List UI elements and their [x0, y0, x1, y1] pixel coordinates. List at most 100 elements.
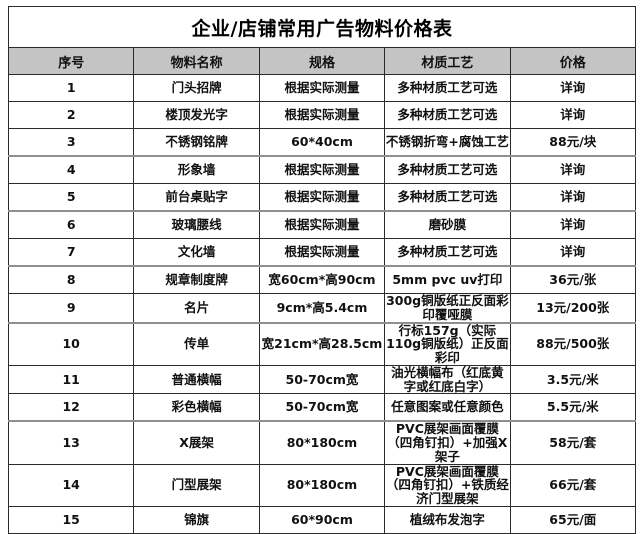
- column-header-material: 材质工艺: [384, 47, 511, 75]
- price-table-body: 企业/店铺常用广告物料价格表 序号 物料名称 规格 材质工艺 价格 1 门头招牌根…: [7, 6, 637, 534]
- cell-price: 详询: [509, 155, 637, 184]
- cell-material-process: 多种材质工艺可选: [384, 101, 511, 129]
- table-title-row: 企业/店铺常用广告物料价格表: [8, 6, 636, 48]
- cell-material-process: PVC展架画面覆膜（四角钉扣）+加强X架子: [384, 420, 511, 465]
- cell-spec: 80*180cm: [258, 463, 386, 507]
- table-row: 5 前台桌贴字 根据实际测量 多种材质工艺可选 详询: [7, 183, 637, 212]
- cell-material-name: 前台桌贴字: [133, 183, 260, 212]
- cell-material-name: 楼顶发光字: [133, 101, 260, 129]
- cell-material-name: 普通横幅: [133, 364, 260, 395]
- table-row: 9 名片 9cm*高5.4cm 300g铜版纸正反面彩印覆哑膜 13元/200张: [7, 293, 637, 323]
- cell-spec: 根据实际测量: [258, 183, 386, 212]
- cell-material-process: 油光横幅布（红底黄字或红底白字）: [384, 364, 511, 395]
- cell-material-process: 不锈钢折弯+腐蚀工艺: [384, 128, 511, 157]
- cell-price: 详询: [509, 101, 637, 129]
- cell-price: 36元/张: [509, 265, 637, 294]
- cell-price: 88元/块: [509, 128, 637, 157]
- table-row: 3 不锈钢铭牌 60*40cm 不锈钢折弯+腐蚀工艺 88元/块: [7, 128, 637, 157]
- cell-material-name: 玻璃腰线: [133, 210, 260, 239]
- cell-price: 详询: [509, 74, 637, 102]
- cell-spec: 50-70cm宽: [258, 364, 386, 395]
- cell-material-name: 文化墙: [133, 238, 260, 267]
- table-row: 12 彩色横幅 50-70cm宽 任意图案或任意颜色 5.5元/米: [7, 393, 637, 422]
- cell-material-process: 5mm pvc uv打印: [384, 265, 511, 294]
- table-header-row: 序号 物料名称 规格 材质工艺 价格: [7, 47, 637, 75]
- table-row: 11 普通横幅 50-70cm宽 油光横幅布（红底黄字或红底白字） 3.5元/米: [7, 364, 637, 395]
- cell-price: 详询: [509, 238, 637, 267]
- cell-material-process: 多种材质工艺可选: [384, 238, 511, 267]
- cell-material-name: 门头招牌: [133, 74, 260, 102]
- cell-spec: 50-70cm宽: [258, 393, 386, 422]
- cell-spec: 80*180cm: [258, 420, 386, 465]
- cell-spec: 根据实际测量: [258, 238, 386, 267]
- cell-spec: 60*40cm: [258, 128, 386, 157]
- cell-material-name: X展架: [133, 420, 260, 465]
- cell-price: 详询: [509, 210, 637, 239]
- cell-material-name: 形象墙: [133, 155, 260, 184]
- cell-material-process: 行标157g（实际110g铜版纸）正反面彩印: [384, 321, 511, 366]
- table-row: 10 传单 宽21cm*高28.5cm 行标157g（实际110g铜版纸）正反面彩印 8…: [7, 321, 637, 366]
- cell-index: 12: [7, 393, 135, 422]
- cell-material-process: 多种材质工艺可选: [384, 155, 511, 184]
- cell-index: 11: [7, 364, 135, 395]
- cell-price: 65元/面: [509, 505, 637, 534]
- cell-material-name: 传单: [133, 321, 260, 366]
- cell-material-process: 任意图案或任意颜色: [384, 393, 511, 422]
- cell-index: 10: [7, 321, 135, 366]
- cell-index: 1: [7, 74, 135, 102]
- cell-spec: 60*90cm: [258, 505, 386, 534]
- cell-price: 66元/套: [509, 463, 637, 507]
- cell-price: 详询: [509, 183, 637, 212]
- cell-material-process: 300g铜版纸正反面彩印覆哑膜: [384, 293, 511, 323]
- cell-index: 9: [7, 293, 135, 323]
- cell-index: 13: [7, 420, 135, 465]
- cell-spec: 9cm*高5.4cm: [258, 293, 386, 323]
- cell-index: 14: [7, 463, 135, 507]
- table-row: 4 形象墙 根据实际测量 多种材质工艺可选 详询: [7, 155, 637, 184]
- table-row: 6 玻璃腰线 根据实际测量 磨砂膜 详询: [7, 210, 637, 239]
- table-row: 14 门型展架 80*180cm PVC展架画面覆膜（四角钉扣）+铁质经济门型展架 66…: [7, 463, 637, 507]
- cell-spec: 根据实际测量: [258, 155, 386, 184]
- cell-material-process: 多种材质工艺可选: [384, 183, 511, 212]
- cell-price: 58元/套: [509, 420, 637, 465]
- column-header-spec: 规格: [258, 47, 386, 75]
- cell-spec: 宽21cm*高28.5cm: [258, 321, 386, 366]
- cell-index: 4: [7, 155, 135, 184]
- cell-price: 13元/200张: [509, 293, 637, 323]
- cell-material-name: 不锈钢铭牌: [133, 128, 260, 157]
- cell-material-process: 多种材质工艺可选: [384, 74, 511, 102]
- cell-index: 5: [7, 183, 135, 212]
- cell-material-name: 门型展架: [133, 463, 260, 507]
- cell-index: 8: [7, 265, 135, 294]
- table-row: 7 文化墙 根据实际测量 多种材质工艺可选 详询: [7, 238, 637, 267]
- cell-index: 2: [7, 101, 135, 129]
- cell-index: 15: [7, 505, 135, 534]
- cell-index: 7: [7, 238, 135, 267]
- table-row: 15 锦旗 60*90cm 植绒布发泡字 65元/面: [7, 505, 637, 534]
- column-header-price: 价格: [509, 47, 637, 75]
- table-row: 2 楼顶发光字 根据实际测量 多种材质工艺可选 详询: [7, 101, 637, 129]
- cell-price: 88元/500张: [509, 321, 637, 366]
- cell-material-process: PVC展架画面覆膜（四角钉扣）+铁质经济门型展架: [384, 463, 511, 507]
- cell-price: 5.5元/米: [509, 393, 637, 422]
- cell-material-name: 名片: [133, 293, 260, 323]
- column-header-name: 物料名称: [133, 47, 260, 75]
- cell-price: 3.5元/米: [509, 364, 637, 395]
- cell-material-process: 磨砂膜: [384, 210, 511, 239]
- cell-spec: 宽60cm*高90cm: [258, 265, 386, 294]
- price-table: 企业/店铺常用广告物料价格表 序号 物料名称 规格 材质工艺 价格 1 门头招牌根…: [7, 6, 637, 534]
- table-row: 8 规章制度牌 宽60cm*高90cm 5mm pvc uv打印 36元/张: [7, 265, 637, 294]
- cell-material-name: 彩色横幅: [133, 393, 260, 422]
- page-title: 企业/店铺常用广告物料价格表: [8, 6, 636, 48]
- table-row: 13 X展架 80*180cm PVC展架画面覆膜（四角钉扣）+加强X架子 58元/套: [7, 420, 637, 465]
- cell-spec: 根据实际测量: [258, 74, 386, 102]
- cell-spec: 根据实际测量: [258, 101, 386, 129]
- cell-index: 3: [7, 128, 135, 157]
- page-root: 企业/店铺常用广告物料价格表 序号 物料名称 规格 材质工艺 价格 1 门头招牌根…: [7, 6, 637, 534]
- cell-material-name: 规章制度牌: [133, 265, 260, 294]
- cell-material-name: 锦旗: [133, 505, 260, 534]
- column-header-index: 序号: [7, 47, 135, 75]
- table-row: 1 门头招牌 根据实际测量 多种材质工艺可选 详询: [7, 74, 637, 102]
- cell-material-process: 植绒布发泡字: [384, 505, 511, 534]
- cell-index: 6: [7, 210, 135, 239]
